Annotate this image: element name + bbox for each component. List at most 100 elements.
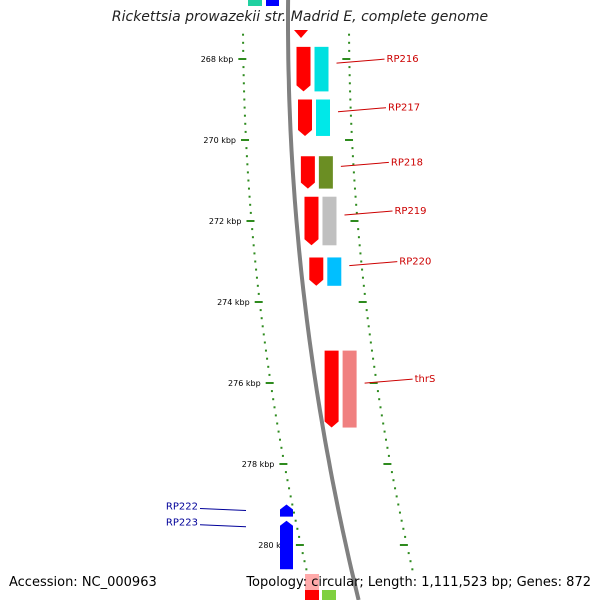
gene-arrow-reverse	[280, 520, 293, 570]
partial-genes-bottom	[305, 574, 336, 600]
scale-tick-minor	[249, 203, 252, 206]
scale-tick-minor	[255, 268, 258, 271]
gene-cog-bar	[318, 156, 333, 189]
scale-tick-minor	[242, 74, 245, 77]
gene-label-connector	[344, 210, 393, 216]
scale-tick-minor	[361, 268, 364, 271]
scale-tick-minor	[395, 495, 398, 498]
scale-tick-minor	[243, 106, 246, 109]
scale-tick-label: 278 kbp	[242, 460, 275, 469]
gene-label-connector	[340, 161, 389, 167]
scale-tick-minor	[368, 333, 371, 336]
scale-tick-minor	[255, 276, 258, 279]
scale-tick-minor	[353, 179, 356, 182]
scale-tick-minor	[276, 422, 279, 425]
scale-tick-minor	[349, 106, 352, 109]
scale-tick-minor	[348, 66, 351, 69]
scale-tick-minor	[349, 90, 352, 93]
gene-label: RP222	[166, 502, 198, 513]
scale-tick-minor	[264, 349, 267, 352]
scale-tick-minor	[254, 260, 257, 263]
scale-tick-minor	[273, 406, 276, 409]
scale-tick-minor	[294, 519, 297, 522]
scale-tick-major	[345, 139, 354, 141]
scale-tick-minor	[372, 357, 375, 360]
scale-tick-minor	[251, 228, 254, 231]
gene-label-connector	[336, 58, 385, 64]
gene-cog-bar	[316, 99, 331, 136]
scale-tick-major	[369, 382, 378, 384]
scale-tick-major	[238, 58, 247, 60]
scale-tick-minor	[361, 276, 364, 279]
scale-tick-major	[279, 463, 288, 465]
scale-tick-minor	[272, 398, 275, 401]
scale-tick-minor	[352, 163, 355, 166]
partial-gene-bottom-green	[322, 590, 336, 600]
map-title: Rickettsia prowazekii str. Madrid E, com…	[111, 9, 489, 25]
scale-tick-minor	[392, 479, 395, 482]
scale-tick-minor	[348, 49, 351, 52]
gene-label: RP223	[166, 518, 198, 529]
scale-tick-minor	[274, 414, 277, 417]
scale-tick-minor	[267, 365, 270, 368]
scale-tick-minor	[248, 195, 251, 198]
scale-tick-minor	[268, 373, 271, 376]
scale-tick-minor	[376, 390, 379, 393]
scale-tick-minor	[352, 171, 355, 174]
scale-tick-minor	[259, 309, 262, 312]
genome-backbone	[286, 0, 361, 600]
accession-text: Accession: NC_000963	[9, 575, 157, 590]
scale-tick-minor	[400, 519, 403, 522]
scale-tick-minor	[249, 211, 252, 214]
scale-tick-minor	[350, 130, 353, 133]
scale-tick-minor	[292, 511, 295, 514]
scale-tick-minor	[303, 560, 306, 563]
scale-tick-minor	[246, 171, 249, 174]
scale-tick-minor	[367, 325, 370, 328]
scale-tick-minor	[296, 527, 299, 530]
scale-tick-minor	[353, 187, 356, 190]
scale-tick-major	[295, 544, 304, 546]
scale-tick-minor	[246, 163, 249, 166]
scale-tick-minor	[349, 114, 352, 117]
scale-tick-label: 274 kbp	[217, 298, 250, 307]
scale-tick-minor	[291, 503, 294, 506]
scale-tick-label: 268 kbp	[201, 55, 234, 64]
gene-labels: RP216 RP217 RP218 RP219 RP220 thrS RP222 RP223	[166, 54, 435, 529]
gene-arrow-forward	[296, 46, 311, 92]
scale-tick-minor	[266, 357, 269, 360]
scale-tick-minor	[245, 147, 248, 150]
gene-label-connector	[199, 524, 247, 528]
scale-ticks: 268 kbp 270 kbp 272 kbp 274 kbp 276 kbp 278 k…	[201, 33, 414, 571]
scale-tick-minor	[362, 284, 365, 287]
scale-tick-minor	[349, 98, 352, 101]
scale-tick-minor	[244, 130, 247, 133]
scale-tick-minor	[402, 527, 405, 530]
partial-genes-top	[248, 0, 308, 38]
scale-tick-minor	[360, 260, 363, 263]
gene-label: RP219	[394, 206, 426, 217]
scale-tick-minor	[355, 203, 358, 206]
scale-tick-minor	[357, 228, 360, 231]
scale-tick-minor	[380, 414, 383, 417]
scale-tick-minor	[348, 33, 351, 36]
gene-label: RP216	[387, 54, 419, 65]
scale-tick-minor	[284, 471, 287, 474]
scale-tick-minor	[355, 211, 358, 214]
scale-tick-minor	[260, 317, 263, 320]
gene-arrow-forward	[324, 350, 339, 428]
scale-tick-minor	[280, 446, 283, 449]
scale-tick-minor	[350, 122, 353, 125]
scale-tick-label: 272 kbp	[209, 217, 242, 226]
scale-tick-minor	[363, 292, 366, 295]
scale-tick-minor	[354, 195, 357, 198]
gene-label: thrS	[415, 374, 436, 385]
partial-gene-bottom-red	[305, 590, 319, 600]
scale-tick-minor	[242, 41, 245, 44]
scale-tick-major	[254, 301, 263, 303]
scale-tick-minor	[270, 390, 273, 393]
scale-tick-minor	[305, 568, 308, 571]
scale-tick-minor	[386, 446, 389, 449]
scale-tick-major	[241, 139, 250, 141]
